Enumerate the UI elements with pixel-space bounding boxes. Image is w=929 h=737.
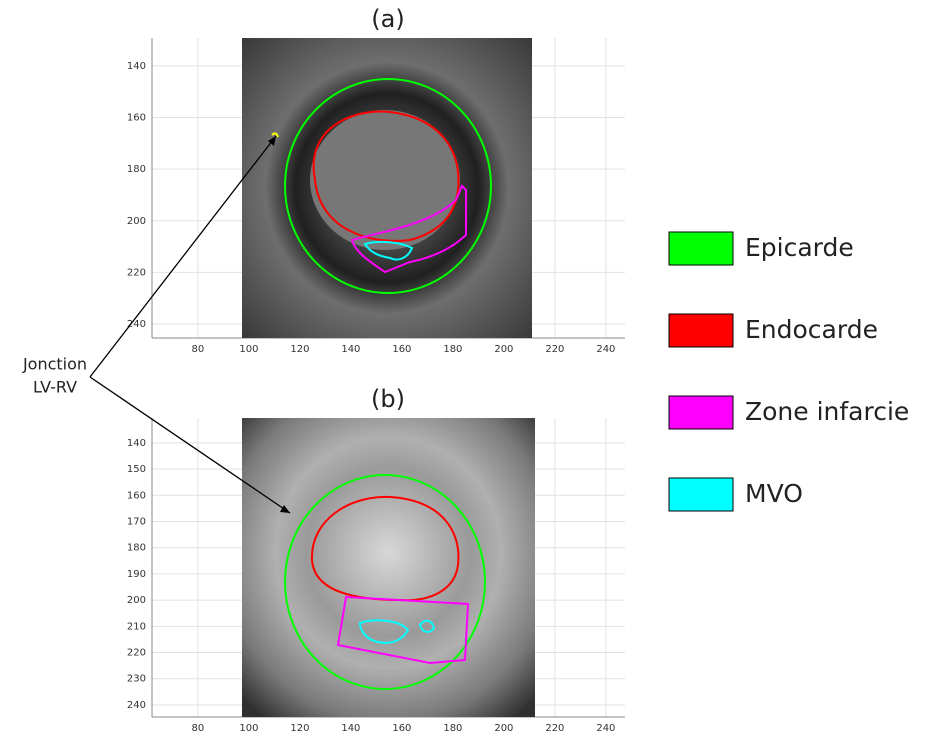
panel-title: (b) — [371, 385, 405, 413]
y-tick-label: 220 — [127, 267, 146, 278]
y-tick-label: 200 — [127, 595, 146, 606]
x-tick-label: 120 — [290, 344, 309, 355]
x-tick-label: 240 — [596, 344, 615, 355]
x-tick-label: 180 — [443, 723, 462, 734]
legend: Epicarde Endocarde Zone infarcie MVO — [668, 231, 909, 512]
arrow — [89, 376, 291, 514]
y-tick-label: 160 — [127, 113, 146, 124]
y-tick-label: 180 — [127, 164, 146, 175]
panel-title: (a) — [371, 5, 404, 33]
legend-label: MVO — [745, 479, 803, 508]
legend-swatch — [668, 231, 734, 266]
y-tick-label: 150 — [127, 464, 146, 475]
x-tick-label: 200 — [494, 723, 513, 734]
arrow-head — [280, 505, 290, 513]
y-tick-label: 220 — [127, 648, 146, 659]
y-tick-label: 230 — [127, 674, 146, 685]
mri-image-b — [242, 418, 535, 717]
legend-label: Endocarde — [745, 315, 878, 344]
annotation: Jonction LV-RV — [22, 135, 291, 514]
y-tick-label: 190 — [127, 569, 146, 580]
legend-label: Epicarde — [745, 233, 854, 262]
y-tick-label: 170 — [127, 517, 146, 528]
legend-swatch — [668, 477, 734, 512]
x-tick-label: 160 — [392, 344, 411, 355]
y-tick-label: 140 — [127, 438, 146, 449]
x-tick-label: 140 — [341, 723, 360, 734]
annotation-line: Jonction — [22, 355, 87, 374]
x-tick-label: 160 — [392, 723, 411, 734]
y-tick-label: 240 — [127, 700, 146, 711]
legend-label: Zone infarcie — [745, 397, 909, 426]
x-tick-label: 120 — [290, 723, 309, 734]
x-tick-label: 220 — [545, 344, 564, 355]
y-tick-label: 240 — [127, 319, 146, 330]
arrow — [89, 135, 277, 378]
legend-swatch — [668, 313, 734, 348]
x-tick-label: 80 — [192, 723, 205, 734]
x-tick-label: 100 — [239, 344, 258, 355]
x-tick-label: 180 — [443, 344, 462, 355]
y-tick-label: 160 — [127, 490, 146, 501]
y-tick-label: 180 — [127, 543, 146, 554]
legend-swatch — [668, 395, 734, 430]
x-tick-label: 100 — [239, 723, 258, 734]
x-tick-label: 80 — [192, 344, 205, 355]
mri-image-a — [242, 38, 532, 338]
x-tick-label: 220 — [545, 723, 564, 734]
x-tick-label: 140 — [341, 344, 360, 355]
x-tick-label: 200 — [494, 344, 513, 355]
y-tick-label: 210 — [127, 621, 146, 632]
arrow-head — [268, 136, 276, 146]
x-tick-label: 240 — [596, 723, 615, 734]
annotation-line: LV-RV — [33, 378, 77, 397]
y-tick-label: 200 — [127, 216, 146, 227]
y-tick-label: 140 — [127, 61, 146, 72]
